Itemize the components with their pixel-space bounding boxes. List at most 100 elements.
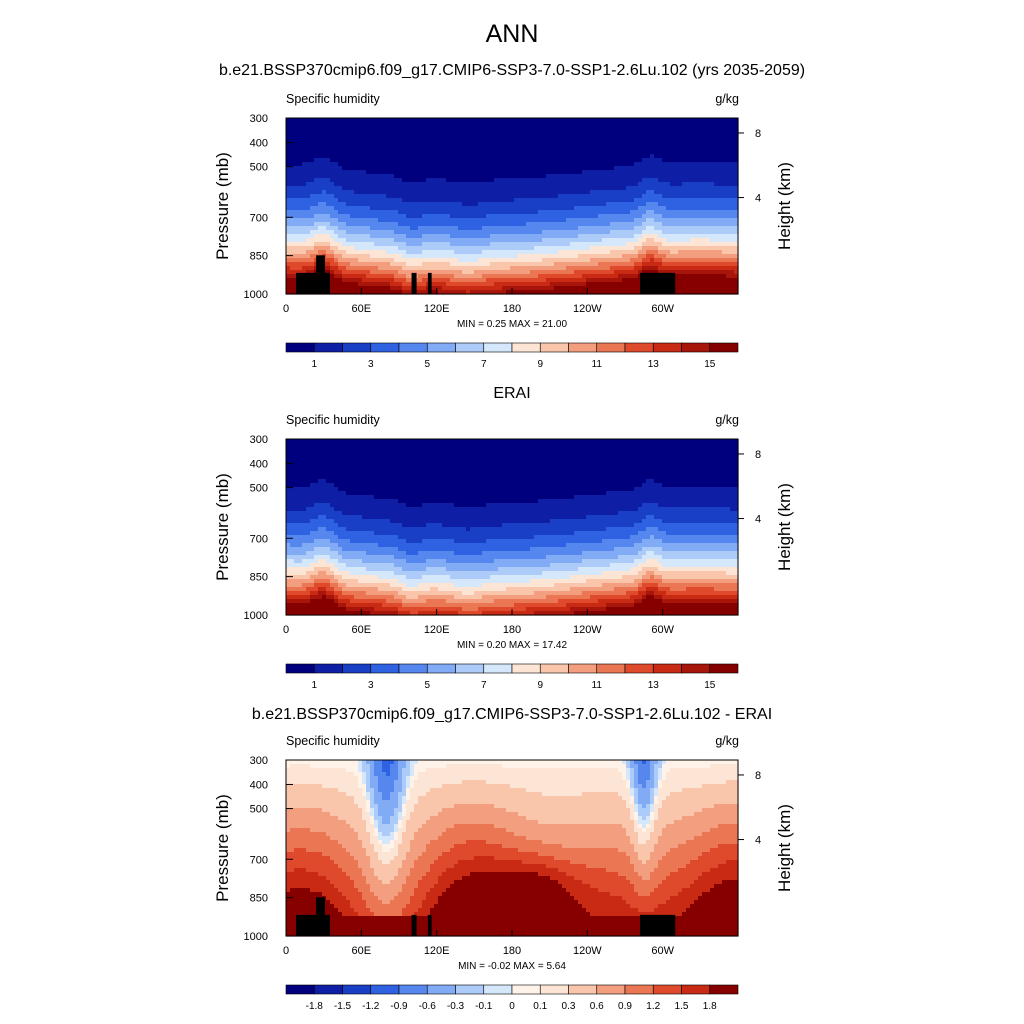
field-cell [470, 146, 475, 151]
field-cell [286, 278, 291, 283]
field-cell [382, 238, 387, 243]
field-cell [574, 230, 579, 235]
field-cell [690, 118, 695, 123]
field-cell [622, 134, 627, 139]
field-cell [502, 234, 507, 239]
field-cell [358, 210, 363, 215]
field-cell [474, 182, 479, 187]
field-cell [486, 254, 491, 259]
field-cell [678, 202, 683, 207]
field-cell [286, 238, 291, 243]
field-cell [458, 150, 463, 155]
field-cell [610, 218, 615, 223]
field-cell [686, 238, 691, 243]
field-cell [390, 194, 395, 199]
field-cell [662, 194, 667, 199]
field-cell [598, 250, 603, 255]
field-cell [294, 134, 299, 139]
field-cell [398, 286, 403, 291]
field-cell [406, 138, 411, 143]
field-cell [486, 162, 491, 167]
field-cell [450, 170, 455, 175]
field-cell [642, 262, 647, 267]
field-cell [378, 130, 383, 135]
field-cell [686, 242, 691, 247]
field-cell [562, 142, 567, 147]
field-cell [346, 154, 351, 159]
field-cell [354, 258, 359, 263]
field-cell [690, 158, 695, 163]
field-cell [530, 130, 535, 135]
field-cell [334, 270, 339, 275]
field-cell [330, 238, 335, 243]
field-cell [730, 142, 735, 147]
field-cell [510, 270, 515, 275]
field-cell [710, 270, 715, 275]
field-cell [338, 138, 343, 143]
field-cell [414, 262, 419, 267]
field-cell [702, 202, 707, 207]
field-cell [590, 250, 595, 255]
field-cell [626, 222, 631, 227]
field-cell [614, 254, 619, 259]
field-cell [462, 130, 467, 135]
field-cell [614, 166, 619, 171]
field-cell [622, 182, 627, 187]
field-cell [562, 214, 567, 219]
field-cell [546, 282, 551, 287]
field-cell [290, 254, 295, 259]
field-cell [410, 218, 415, 223]
field-cell [514, 262, 519, 267]
field-cell [562, 170, 567, 175]
field-cell [310, 214, 315, 219]
field-cell [342, 202, 347, 207]
field-cell [494, 210, 499, 215]
field-cell [298, 146, 303, 151]
field-cell [730, 274, 735, 279]
field-cell [686, 194, 691, 199]
field-cell [538, 146, 543, 151]
field-cell [690, 198, 695, 203]
field-cell [434, 190, 439, 195]
field-cell [430, 146, 435, 151]
left-label: Specific humidity [286, 92, 381, 106]
field-cell [410, 178, 415, 183]
field-cell [454, 266, 459, 271]
field-cell [406, 254, 411, 259]
field-cell [650, 174, 655, 179]
field-cell [590, 138, 595, 143]
field-cell [662, 166, 667, 171]
field-cell [478, 246, 483, 251]
field-cell [614, 170, 619, 175]
field-cell [526, 158, 531, 163]
field-cell [310, 158, 315, 163]
field-cell [574, 202, 579, 207]
field-cell [542, 198, 547, 203]
field-cell [494, 194, 499, 199]
field-cell [542, 182, 547, 187]
field-cell [526, 142, 531, 147]
field-cell [534, 126, 539, 131]
field-cell [566, 202, 571, 207]
field-cell [498, 178, 503, 183]
field-cell [662, 202, 667, 207]
field-cell [650, 146, 655, 151]
field-cell [578, 282, 583, 287]
field-cell [438, 182, 443, 187]
field-cell [646, 266, 651, 271]
field-cell [518, 166, 523, 171]
field-cell [350, 242, 355, 247]
field-cell [398, 166, 403, 171]
field-cell [530, 230, 535, 235]
field-cell [534, 158, 539, 163]
field-cell [554, 218, 559, 223]
field-cell [322, 138, 327, 143]
field-cell [418, 146, 423, 151]
field-cell [650, 242, 655, 247]
field-cell [446, 158, 451, 163]
field-cell [514, 214, 519, 219]
field-cell [486, 130, 491, 135]
field-cell [554, 122, 559, 127]
field-cell [538, 154, 543, 159]
field-cell [502, 146, 507, 151]
